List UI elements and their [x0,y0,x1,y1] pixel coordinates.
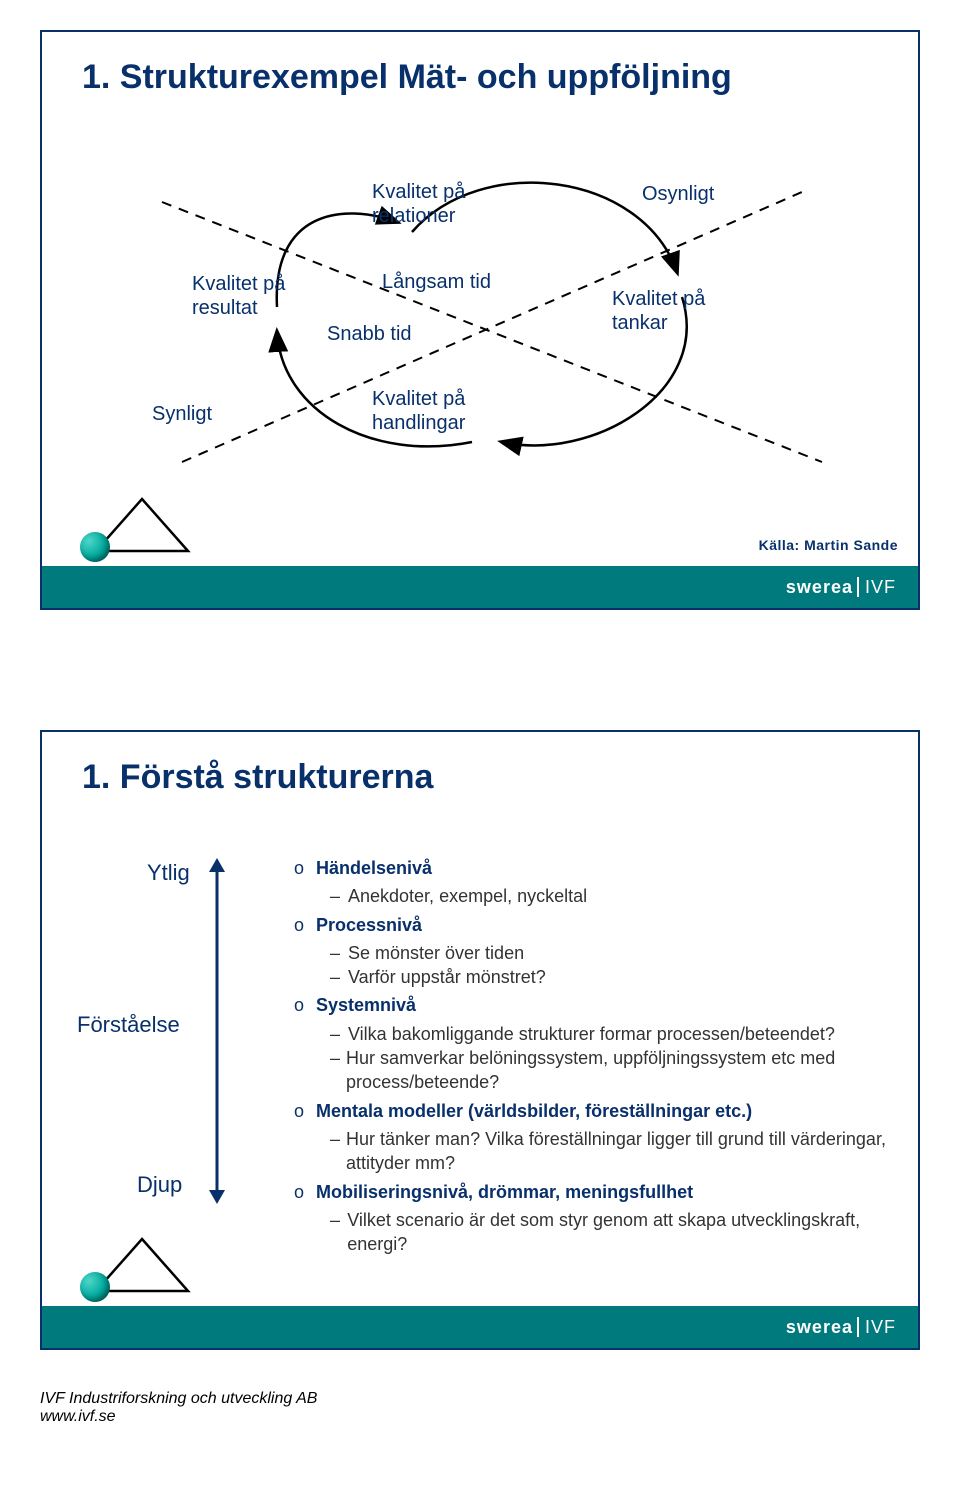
bullet-marker: o [292,993,306,1017]
label-handlingar: Kvalitet på handlingar [372,387,465,435]
label-synligt: Synligt [152,402,212,426]
logo-part2: IVF [857,577,896,597]
level-sub: –Anekdoter, exempel, nyckeltal [330,884,888,908]
source-citation: Källa: Martin Sande [759,537,898,553]
label-langsam: Långsam tid [382,270,491,294]
label-tankar: Kvalitet på tankar [612,287,705,335]
level-heading: o Systemnivå [292,993,888,1017]
vertical-arrow [202,856,232,1206]
sphere-icon [80,532,110,562]
slide2-title: 1. Förstå strukturerna [82,758,878,797]
level-head-text: Händelsenivå [316,856,432,880]
axis-top: Ytlig [147,860,190,886]
bullet-marker: o [292,1099,306,1123]
label-resultat: Kvalitet på resultat [192,272,285,320]
level-sub-text: Vilka bakomliggande strukturer formar pr… [348,1022,835,1046]
dash-marker: – [330,1022,342,1046]
dash-marker: – [330,965,342,989]
label-osynligt: Osynligt [642,182,714,206]
logo-part1: swerea [786,1317,853,1337]
level-heading: o Mentala modeller (världsbilder, förestä… [292,1099,888,1123]
footer-bar: swereaIVF [42,566,918,608]
logo: swereaIVF [786,577,896,598]
bullet-marker: o [292,856,306,880]
page-footnote: IVF Industriforskning och utveckling AB … [40,1390,920,1426]
sphere-icon [80,1272,110,1302]
logo-part2: IVF [857,1317,896,1337]
axis-mid: Förståelse [77,1012,180,1038]
level-head-text: Processnivå [316,913,422,937]
footnote-line1: IVF Industriforskning och utveckling AB [40,1390,920,1408]
level-heading: o Processnivå [292,913,888,937]
logo-part1: swerea [786,577,853,597]
dash-marker: – [330,884,342,908]
dash-marker: – [330,941,342,965]
level-head-text: Systemnivå [316,993,416,1017]
level-sub-text: Hur samverkar belöningssystem, uppföljni… [346,1046,888,1095]
level-sub: –Vilket scenario är det som styr genom a… [330,1208,888,1257]
slide-forsta: 1. Förstå strukturerna Ytlig Förståelse … [40,730,920,1350]
axis-bottom: Djup [137,1172,182,1198]
level-head-text: Mobiliseringsnivå, drömmar, meningsfullh… [316,1180,693,1204]
bullet-marker: o [292,913,306,937]
logo: swereaIVF [786,1317,896,1338]
level-sub: –Vilka bakomliggande strukturer formar p… [330,1022,888,1046]
level-sub-text: Varför uppstår mönstret? [348,965,546,989]
level-sub: –Se mönster över tiden [330,941,888,965]
level-sub-text: Anekdoter, exempel, nyckeltal [348,884,587,908]
slide-strukturexempel: 1. Strukturexempel Mät- och uppföljning … [40,30,920,610]
dash-marker: – [330,1046,340,1095]
level-sub: –Hur tänker man? Vilka föreställningar l… [330,1127,888,1176]
slide1-title: 1. Strukturexempel Mät- och uppföljning [82,58,878,97]
level-head-text: Mentala modeller (världsbilder, förestäl… [316,1099,752,1123]
label-snabb: Snabb tid [327,322,412,346]
dash-marker: – [330,1127,340,1176]
label-relationer: Kvalitet på relationer [372,180,465,228]
level-sub-text: Hur tänker man? Vilka föreställningar li… [346,1127,888,1176]
level-sub: –Varför uppstår mönstret? [330,965,888,989]
footnote-line2: www.ivf.se [40,1408,920,1426]
level-sub: –Hur samverkar belöningssystem, uppföljn… [330,1046,888,1095]
cycle-diagram [122,162,842,522]
level-sub-text: Vilket scenario är det som styr genom at… [347,1208,888,1257]
depth-axis: Ytlig Förståelse Djup [82,852,272,1268]
levels-list: oHändelsenivå–Anekdoter, exempel, nyckel… [292,852,888,1256]
dash-marker: – [330,1208,341,1257]
level-heading: o Händelsenivå [292,856,888,880]
bullet-marker: o [292,1180,306,1204]
level-heading: o Mobiliseringsnivå, drömmar, meningsfull… [292,1180,888,1204]
level-sub-text: Se mönster över tiden [348,941,524,965]
footer-bar: swereaIVF [42,1306,918,1348]
